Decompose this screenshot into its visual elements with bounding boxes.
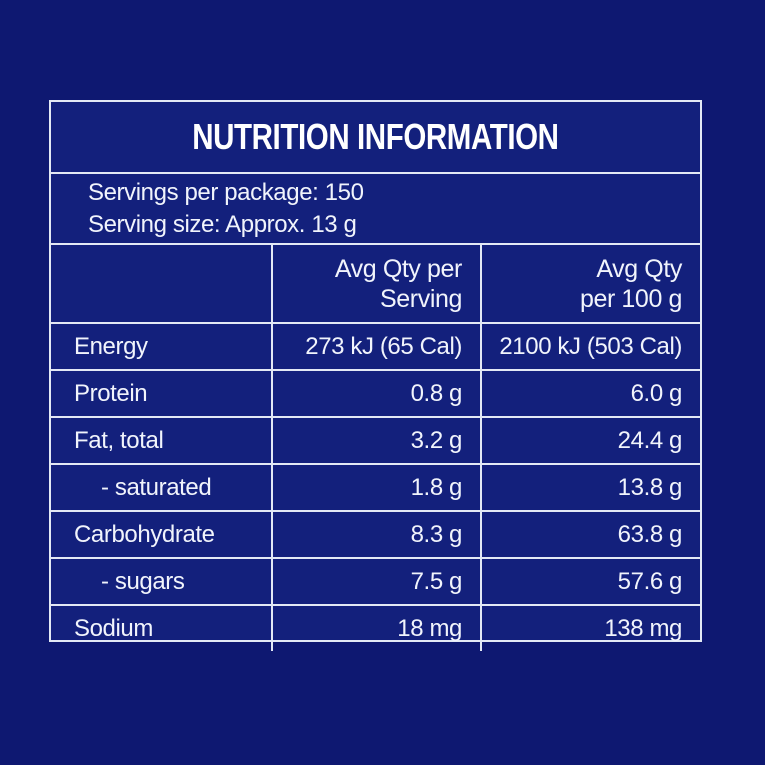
header-per-100g: Avg Qty per 100 g (480, 245, 700, 324)
nutrition-table: Avg Qty per Serving Avg Qty per 100 g En… (51, 245, 700, 651)
table-row-carbohydrate: Carbohydrate 8.3 g 63.8 g (51, 510, 700, 559)
value-per-100g: 138 mg (480, 604, 700, 651)
nutrient-label: Protein (51, 369, 273, 418)
value-per-100g: 24.4 g (480, 416, 700, 465)
nutrient-label: - saturated (51, 463, 273, 512)
value-per-serving: 0.8 g (271, 369, 482, 418)
nutrient-label: Energy (51, 322, 273, 371)
value-per-serving: 273 kJ (65 Cal) (271, 322, 482, 371)
panel-title: NUTRITION INFORMATION (192, 116, 559, 157)
value-per-serving: 3.2 g (271, 416, 482, 465)
nutrient-label: Carbohydrate (51, 510, 273, 559)
table-row-saturated: - saturated 1.8 g 13.8 g (51, 463, 700, 512)
servings-per-package-text: Servings per package: 150 (88, 178, 364, 206)
table-row-sodium: Sodium 18 mg 138 mg (51, 604, 700, 651)
panel-title-bar: NUTRITION INFORMATION (51, 102, 700, 174)
header-per-serving: Avg Qty per Serving (271, 245, 482, 324)
value-per-serving: 7.5 g (271, 557, 482, 606)
value-per-100g: 63.8 g (480, 510, 700, 559)
value-per-100g: 13.8 g (480, 463, 700, 512)
value-per-serving: 8.3 g (271, 510, 482, 559)
value-per-100g: 2100 kJ (503 Cal) (480, 322, 700, 371)
table-row-energy: Energy 273 kJ (65 Cal) 2100 kJ (503 Cal) (51, 322, 700, 371)
header-nutrient-cell (51, 245, 273, 324)
nutrient-label: - sugars (51, 557, 273, 606)
value-per-100g: 57.6 g (480, 557, 700, 606)
value-per-100g: 6.0 g (480, 369, 700, 418)
table-header-row: Avg Qty per Serving Avg Qty per 100 g (51, 245, 700, 324)
value-per-serving: 1.8 g (271, 463, 482, 512)
nutrient-label: Fat, total (51, 416, 273, 465)
table-row-protein: Protein 0.8 g 6.0 g (51, 369, 700, 418)
table-row-sugars: - sugars 7.5 g 57.6 g (51, 557, 700, 606)
table-row-fat-total: Fat, total 3.2 g 24.4 g (51, 416, 700, 465)
serving-size-text: Serving size: Approx. 13 g (88, 210, 357, 238)
nutrient-label: Sodium (51, 604, 273, 651)
servings-section: Servings per package: 150 Serving size: … (51, 174, 700, 245)
value-per-serving: 18 mg (271, 604, 482, 651)
nutrition-panel: NUTRITION INFORMATION Servings per packa… (49, 100, 702, 651)
